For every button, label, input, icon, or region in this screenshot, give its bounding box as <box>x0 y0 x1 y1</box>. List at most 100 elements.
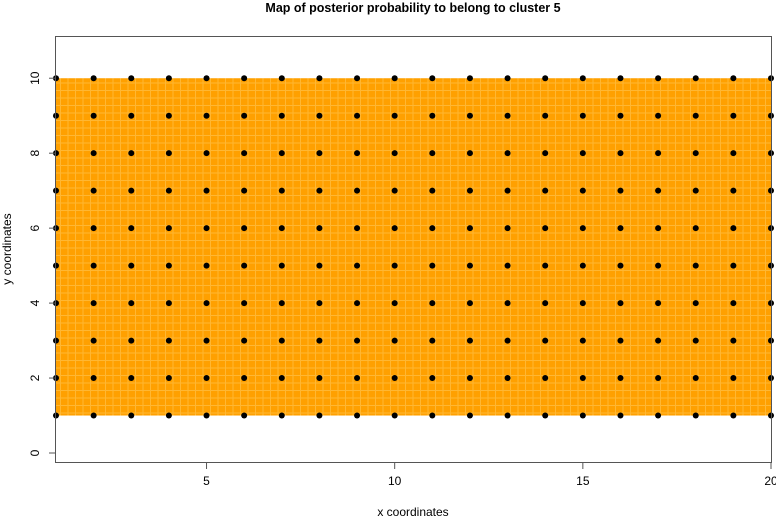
x-axis: 5 10 15 20 <box>203 462 776 488</box>
data-point <box>241 112 248 119</box>
data-point <box>655 112 662 119</box>
data-point <box>165 300 172 307</box>
data-point <box>391 150 398 157</box>
probability-fill <box>56 78 771 416</box>
data-point <box>354 300 361 307</box>
data-point <box>692 412 699 419</box>
data-point <box>429 187 436 194</box>
data-point <box>730 225 737 232</box>
data-point <box>466 75 473 82</box>
data-point <box>203 337 210 344</box>
data-point <box>692 337 699 344</box>
y-tick-label: 8 <box>28 150 42 157</box>
data-point <box>504 112 511 119</box>
data-point <box>504 300 511 307</box>
data-point <box>579 412 586 419</box>
data-point <box>655 75 662 82</box>
data-point <box>241 262 248 269</box>
y-tick-label: 6 <box>28 224 42 231</box>
data-point <box>241 75 248 82</box>
data-point <box>617 300 624 307</box>
data-point <box>316 187 323 194</box>
data-point <box>579 300 586 307</box>
data-point <box>128 75 135 82</box>
data-point <box>278 412 285 419</box>
data-point <box>241 225 248 232</box>
data-point <box>542 337 549 344</box>
chart-title: Map of posterior probability to belong t… <box>265 1 560 15</box>
data-point <box>466 337 473 344</box>
data-point <box>542 412 549 419</box>
data-point <box>617 262 624 269</box>
data-point <box>692 225 699 232</box>
data-point <box>617 75 624 82</box>
data-point <box>617 187 624 194</box>
data-point <box>692 300 699 307</box>
data-point <box>90 337 97 344</box>
data-point <box>504 337 511 344</box>
data-point <box>391 187 398 194</box>
data-point <box>278 187 285 194</box>
data-point <box>203 187 210 194</box>
data-point <box>128 187 135 194</box>
data-point <box>165 187 172 194</box>
data-point <box>90 375 97 382</box>
data-point <box>655 300 662 307</box>
data-point <box>429 375 436 382</box>
data-point <box>466 375 473 382</box>
data-point <box>241 337 248 344</box>
data-point <box>730 187 737 194</box>
x-tick-label: 5 <box>203 474 210 488</box>
data-point <box>165 225 172 232</box>
data-point <box>730 262 737 269</box>
data-point <box>655 337 662 344</box>
data-point <box>429 412 436 419</box>
data-point <box>165 75 172 82</box>
data-point <box>203 150 210 157</box>
data-point <box>692 150 699 157</box>
data-point <box>504 375 511 382</box>
x-tick-label: 15 <box>576 474 590 488</box>
data-point <box>542 150 549 157</box>
data-point <box>90 112 97 119</box>
data-point <box>391 300 398 307</box>
data-point <box>692 262 699 269</box>
data-point <box>354 337 361 344</box>
data-point <box>466 187 473 194</box>
data-point <box>655 187 662 194</box>
data-point <box>128 262 135 269</box>
data-point <box>278 262 285 269</box>
data-point <box>579 262 586 269</box>
data-point <box>542 187 549 194</box>
data-point <box>692 112 699 119</box>
data-point <box>579 75 586 82</box>
data-point <box>655 262 662 269</box>
data-point <box>354 150 361 157</box>
y-tick-label: 0 <box>28 449 42 456</box>
data-point <box>504 75 511 82</box>
data-point <box>730 412 737 419</box>
data-point <box>429 150 436 157</box>
y-tick-label: 10 <box>28 71 42 85</box>
x-tick-label: 20 <box>764 474 776 488</box>
data-point <box>316 300 323 307</box>
data-point <box>504 225 511 232</box>
data-point <box>504 262 511 269</box>
plot-box <box>55 36 772 463</box>
data-point <box>241 375 248 382</box>
data-point <box>617 337 624 344</box>
data-point <box>278 112 285 119</box>
data-point <box>316 75 323 82</box>
data-point <box>316 112 323 119</box>
data-point <box>617 375 624 382</box>
data-point <box>241 187 248 194</box>
data-point <box>278 337 285 344</box>
data-point <box>128 375 135 382</box>
data-point <box>203 262 210 269</box>
data-point <box>542 225 549 232</box>
data-point <box>466 112 473 119</box>
data-point <box>203 75 210 82</box>
data-point <box>730 75 737 82</box>
data-point <box>316 375 323 382</box>
data-point <box>391 262 398 269</box>
